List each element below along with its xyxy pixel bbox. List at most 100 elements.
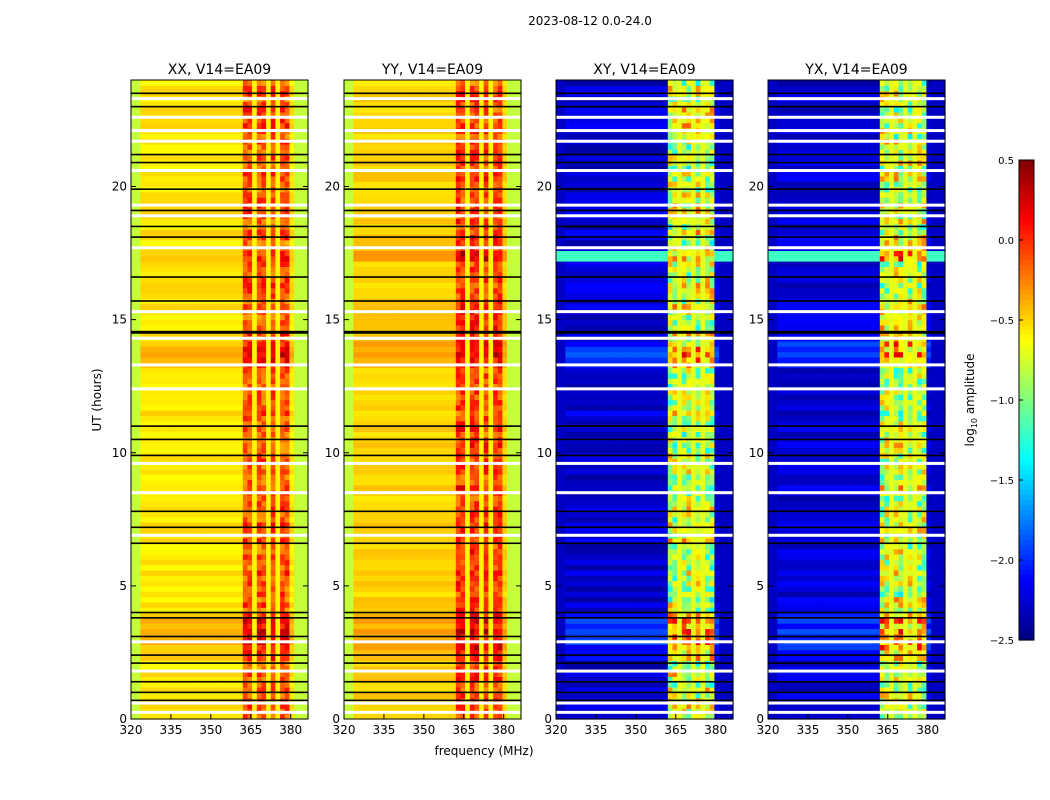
heatmap-cell	[284, 410, 290, 416]
heatmap-cell	[289, 527, 295, 534]
heatmap-cell	[186, 122, 193, 129]
heatmap-cell	[298, 665, 304, 672]
heatmap-cell	[205, 644, 211, 651]
heatmap-cell	[214, 527, 221, 534]
heatmap-cell	[275, 303, 281, 310]
heatmap-cell	[303, 671, 309, 677]
heatmap-cell	[275, 133, 281, 140]
heatmap-cell	[182, 655, 188, 661]
heatmap-cell	[266, 80, 272, 86]
heatmap-cell	[242, 585, 249, 592]
heatmap-cell	[140, 649, 146, 656]
heatmap-cell	[275, 277, 281, 283]
heatmap-cell	[158, 671, 165, 677]
heatmap-cell	[266, 170, 272, 177]
heatmap-cell	[140, 383, 146, 390]
heatmap-cell	[284, 404, 290, 411]
heatmap-cell	[200, 644, 207, 651]
heatmap-cell	[280, 474, 286, 480]
heatmap-cell	[196, 580, 202, 587]
heatmap-cell	[252, 500, 258, 507]
heatmap-cell	[154, 106, 160, 113]
heatmap-cell	[196, 559, 202, 566]
heatmap-cell	[196, 676, 202, 683]
heatmap-cell	[303, 170, 309, 177]
heatmap-cell	[182, 149, 188, 156]
heatmap-cell	[186, 324, 193, 331]
heatmap-cell	[238, 154, 244, 161]
heatmap-cell	[233, 591, 239, 598]
heatmap-cell	[219, 548, 225, 555]
heatmap-cell	[219, 703, 225, 709]
heatmap-cell	[247, 239, 253, 246]
heatmap-cell	[149, 410, 155, 416]
heatmap-cell	[238, 681, 244, 688]
heatmap-cell	[261, 655, 267, 661]
heatmap-cell	[247, 713, 253, 720]
heatmap-cell	[493, 692, 499, 699]
heatmap-cell	[247, 106, 253, 113]
heatmap-cell	[131, 681, 137, 688]
heatmap-cell	[214, 388, 221, 395]
heatmap-cell	[256, 468, 263, 475]
heatmap-cell	[163, 133, 169, 140]
heatmap-cell	[238, 564, 244, 571]
heatmap-cell	[200, 133, 207, 140]
heatmap-cell	[247, 394, 253, 401]
heatmap-cell	[270, 271, 276, 278]
heatmap-cell	[252, 553, 258, 560]
heatmap-cell	[399, 692, 406, 699]
heatmap-cell	[177, 394, 183, 401]
heatmap-cell	[214, 293, 221, 299]
heatmap-cell	[284, 495, 290, 502]
heatmap-cell	[298, 591, 304, 598]
heatmap-cell	[135, 319, 141, 326]
heatmap-cell	[303, 314, 309, 321]
heatmap-cell	[219, 404, 225, 411]
heatmap-cell	[275, 687, 281, 693]
heatmap-cell	[256, 527, 263, 534]
heatmap-cell	[233, 623, 239, 629]
heatmap-cell	[270, 543, 276, 550]
heatmap-cell	[303, 644, 309, 651]
heatmap-cell	[200, 458, 207, 464]
heatmap-cell	[284, 324, 290, 331]
heatmap-cell	[390, 681, 396, 688]
heatmap-cell	[242, 553, 249, 560]
heatmap-cell	[154, 346, 160, 353]
heatmap-cell	[219, 367, 225, 374]
heatmap-cell	[182, 282, 188, 289]
heatmap-cell	[163, 420, 169, 427]
heatmap-cell	[270, 117, 276, 124]
heatmap-cell	[404, 681, 410, 688]
heatmap-cell	[140, 111, 146, 118]
heatmap-cell	[261, 367, 267, 374]
heatmap-cell	[298, 346, 304, 353]
heatmap-cell	[280, 628, 286, 635]
heatmap-cell	[196, 282, 202, 289]
heatmap-cell	[228, 713, 235, 720]
heatmap-cell	[228, 255, 235, 262]
heatmap-cell	[280, 287, 286, 294]
heatmap-cell	[266, 537, 272, 544]
heatmap-cell	[228, 261, 235, 267]
heatmap-cell	[145, 282, 151, 289]
heatmap-cell	[228, 468, 235, 475]
heatmap-cell	[294, 218, 300, 225]
heatmap-cell	[256, 591, 263, 598]
heatmap-cell	[131, 165, 137, 172]
heatmap-cell	[196, 101, 202, 108]
heatmap-cell	[233, 388, 239, 395]
heatmap-cell	[186, 399, 193, 406]
heatmap-cell	[140, 479, 146, 486]
heatmap-cell	[233, 101, 239, 108]
heatmap-cell	[205, 484, 211, 491]
heatmap-cell	[154, 250, 160, 257]
heatmap-cell	[275, 474, 281, 480]
heatmap-cell	[252, 703, 258, 709]
heatmap-cell	[242, 122, 249, 129]
heatmap-cell	[303, 378, 309, 385]
heatmap-cell	[261, 596, 267, 603]
heatmap-cell	[233, 154, 239, 161]
heatmap-cell	[270, 261, 276, 267]
